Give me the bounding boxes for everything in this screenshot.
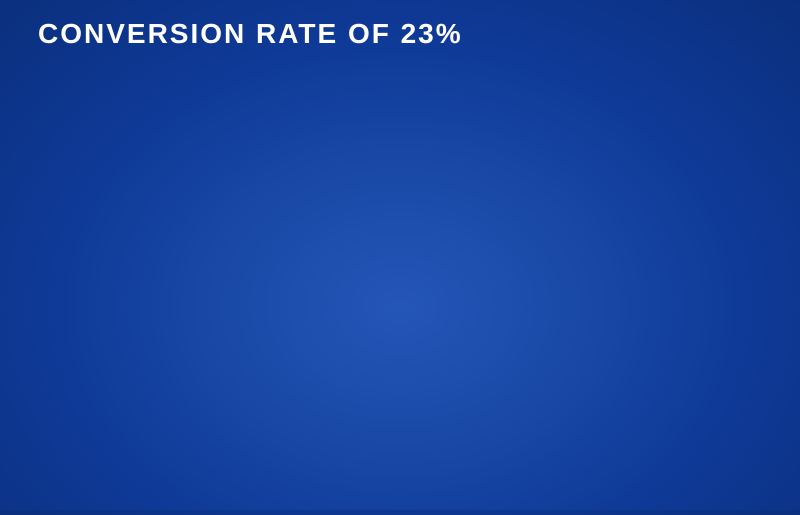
- layers-svg: [0, 0, 800, 510]
- diagram-stage: [0, 0, 800, 510]
